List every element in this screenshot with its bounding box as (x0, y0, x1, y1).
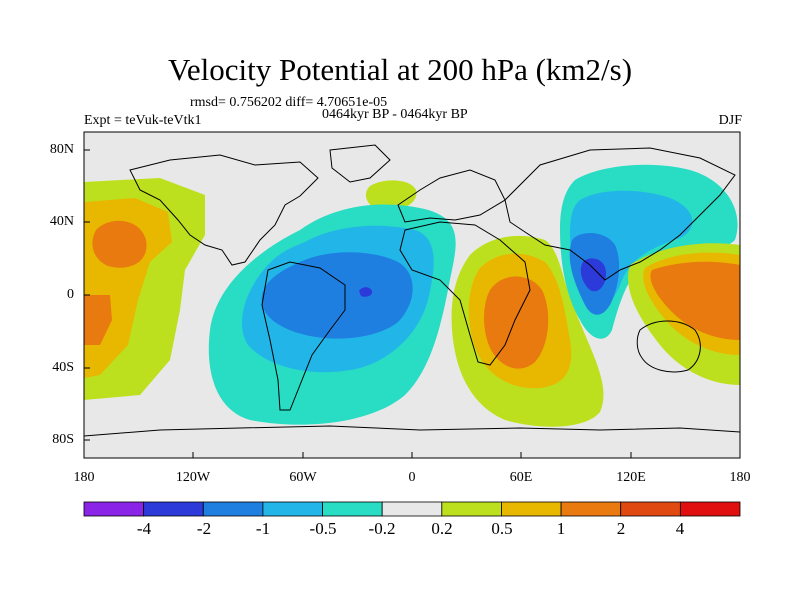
colorbar-swatch (202, 501, 264, 517)
y-tick-label: 80S (52, 432, 74, 447)
colorbar-swatch (441, 501, 502, 517)
y-tick-label: 40S (52, 360, 74, 375)
colorbar-swatch (679, 501, 741, 517)
x-tick-label: 180 (729, 470, 751, 485)
contour-wpacific-1 (650, 261, 740, 340)
contour-atlantic-neg1 (261, 252, 413, 339)
x-tick-label: 0 (408, 470, 416, 485)
colorbar-swatch (262, 501, 323, 517)
colorbar-label: 0.5 (491, 519, 513, 538)
coast-asia (504, 147, 736, 281)
colorbar-swatch (322, 501, 383, 517)
colorbar (83, 501, 741, 517)
colorbar-label: -0.5 (309, 519, 337, 538)
season-label: DJF (718, 113, 742, 128)
colorbar-label: 1 (556, 519, 566, 538)
colorbar-swatch (560, 501, 622, 517)
coast-north-america (129, 154, 319, 266)
contour-pacific-1b (84, 295, 112, 345)
colorbar-swatch (381, 501, 443, 517)
period-line: 0464kyr BP - 0464kyr BP (322, 107, 468, 122)
colorbar-swatch (620, 501, 681, 517)
colorbar-label: -1 (255, 519, 271, 538)
colorbar-label: -4 (136, 519, 152, 538)
y-tick-label: 40N (49, 214, 74, 229)
contour-pacific-1 (92, 220, 147, 268)
colorbar-label: 2 (616, 519, 626, 538)
coast-greenland (329, 144, 391, 183)
coast-south-america (261, 261, 346, 411)
colorbar-swatch (143, 501, 204, 517)
x-tick-label: 120E (616, 470, 646, 485)
colorbar-label: -0.2 (368, 519, 396, 538)
stats-line: rmsd= 0.756202 diff= 4.70651e-05 (190, 95, 388, 110)
colorbar-swatch (501, 501, 562, 517)
contour-natlantic-0.2 (365, 180, 417, 211)
y-tick-label: 0 (67, 287, 74, 302)
colorbar-label: 0.2 (431, 519, 453, 538)
y-tick-label: 80N (49, 142, 74, 157)
x-tick-label: 120W (175, 470, 211, 485)
chart-title: Velocity Potential at 200 hPa (km2/s) (167, 52, 633, 87)
coast-antarctica (84, 425, 740, 437)
experiment-label: Expt = teVuk-teVtk1 (84, 113, 202, 128)
colorbar-label: -2 (196, 519, 212, 538)
x-tick-label: 60E (509, 470, 533, 485)
contour-asia-neg2 (580, 258, 607, 292)
colorbar-label: 4 (675, 519, 685, 538)
contour-atlantic-neg2 (359, 287, 373, 297)
coast-africa (399, 221, 531, 366)
map-area (84, 132, 740, 458)
coastlines (84, 144, 740, 437)
contour-africa-1 (484, 276, 549, 369)
coast-australia (636, 320, 701, 373)
x-tick-label: 60W (289, 470, 317, 485)
axis-ticks (83, 149, 741, 458)
x-tick-label: 180 (73, 470, 95, 485)
colorbar-swatch (83, 501, 145, 517)
